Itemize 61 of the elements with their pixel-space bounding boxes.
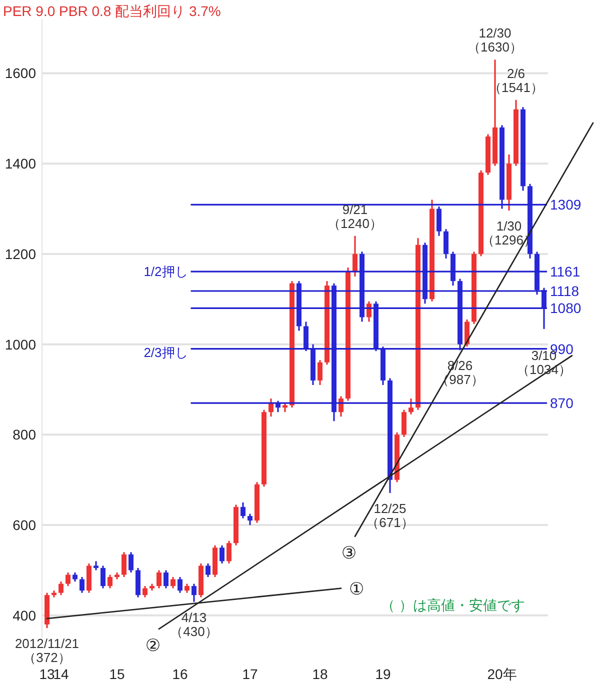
candlestick — [142, 585, 148, 598]
annotation: 2/6 （1541） — [488, 66, 544, 95]
candlestick — [184, 582, 190, 594]
series-label: ② — [145, 636, 161, 655]
candlestick — [66, 572, 70, 587]
x-tick-label: 15 — [109, 666, 125, 682]
ref-line-label: 1309 — [550, 196, 582, 213]
ref-line-label: 870 — [550, 395, 574, 412]
candlestick — [164, 569, 168, 590]
x-tick-label: 20年 — [487, 666, 517, 682]
x-tick-label: 18 — [312, 666, 328, 682]
annotation: 4/13 （430） — [170, 610, 218, 639]
series-label: ① — [349, 579, 364, 598]
x-tick-label: 16 — [172, 666, 188, 682]
candlestick — [248, 512, 252, 526]
annotation: 12/25 （671） — [366, 500, 414, 530]
candlestick — [192, 582, 196, 603]
series-label: ③ — [341, 543, 357, 562]
annotation: 2012/11/21 （372） — [14, 636, 80, 666]
candlestick — [108, 574, 112, 590]
ref-line-label: 1080 — [550, 300, 582, 316]
candlestick — [318, 359, 322, 386]
annotation: 12/30 （1630） — [468, 26, 522, 55]
y-tick-label: 600 — [12, 517, 36, 534]
annotation: 1/30 （1296） — [482, 218, 536, 248]
x-tick-label: 19 — [375, 666, 391, 682]
candlestick — [58, 580, 64, 596]
candlestick — [206, 562, 210, 578]
candlestick — [408, 398, 414, 416]
candlestick — [122, 551, 126, 578]
candlestick — [170, 576, 176, 590]
ref-line-label: 1118 — [550, 283, 580, 299]
candlestick — [156, 569, 162, 590]
candlestick — [94, 560, 98, 572]
x-tick-label: 14 — [53, 666, 69, 682]
candlestick — [402, 409, 406, 438]
candlestick — [178, 576, 182, 594]
candlestick — [226, 540, 232, 564]
candlestick — [240, 502, 246, 520]
candlestick — [80, 576, 84, 594]
x-tick-label: 13 — [39, 666, 55, 682]
candlestick — [464, 318, 470, 348]
candlestick — [444, 228, 448, 260]
y-tick-label: 1200 — [4, 246, 36, 262]
candlestick — [128, 551, 134, 574]
candlestick — [352, 235, 358, 278]
y-tick-label: 800 — [12, 426, 36, 443]
annotation: 9/21 （1240） — [328, 202, 382, 231]
y-tick-label: 1400 — [4, 156, 36, 172]
candlestick — [72, 572, 78, 582]
annotation: （ ）は高値・安値です — [381, 597, 525, 613]
chart-title: PER 9.0 PBR 0.8 配当利回り 3.7% — [3, 3, 221, 19]
candlestick — [220, 544, 224, 564]
ref-line-label: 1161 — [550, 264, 580, 280]
y-tick-label: 1000 — [4, 336, 36, 352]
candlestick — [100, 564, 106, 590]
annotation: 2/3押し — [144, 345, 188, 360]
y-tick-label: 400 — [12, 607, 36, 624]
x-tick-label: 17 — [242, 666, 258, 682]
annotation: 1/2押し — [144, 264, 188, 279]
y-tick-label: 1600 — [4, 65, 36, 82]
